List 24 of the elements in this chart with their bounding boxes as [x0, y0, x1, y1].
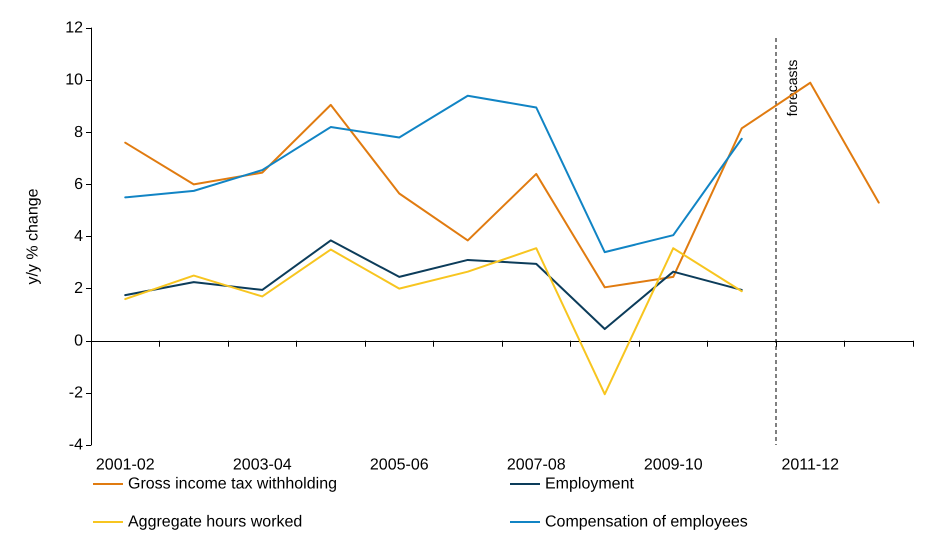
x-tick-label: 2005-06 — [370, 456, 429, 474]
legend-label: Employment — [545, 476, 634, 492]
x-tick-label: 2009-10 — [644, 456, 703, 474]
legend-label: Compensation of employees — [545, 514, 748, 530]
legend-label: Aggregate hours worked — [128, 514, 302, 530]
legend-label: Gross income tax withholding — [128, 476, 337, 492]
x-tick-label: 2011-12 — [781, 456, 840, 474]
y-tick-label: -2 — [68, 384, 84, 402]
y-tick-label: 4 — [74, 228, 84, 245]
y-tick-label: 12 — [65, 20, 84, 36]
line-series — [124, 239, 743, 330]
x-tick-label: 2001-02 — [96, 456, 155, 474]
ref-line-label: forecasts — [784, 60, 800, 116]
y-tick-label: 8 — [74, 124, 84, 141]
x-tick-label: 2007-08 — [506, 456, 566, 474]
y-tick-label: -4 — [68, 436, 84, 454]
y-tick-label: 2 — [74, 280, 84, 298]
line-series — [124, 247, 743, 396]
y-tick-label: 6 — [74, 176, 84, 193]
line-series — [124, 94, 743, 254]
y-tick-label: 10 — [65, 72, 84, 89]
y-tick-label: 0 — [74, 332, 84, 350]
y-axis-title: y/y % change — [24, 188, 42, 285]
x-tick-label: 2003-04 — [232, 456, 292, 474]
